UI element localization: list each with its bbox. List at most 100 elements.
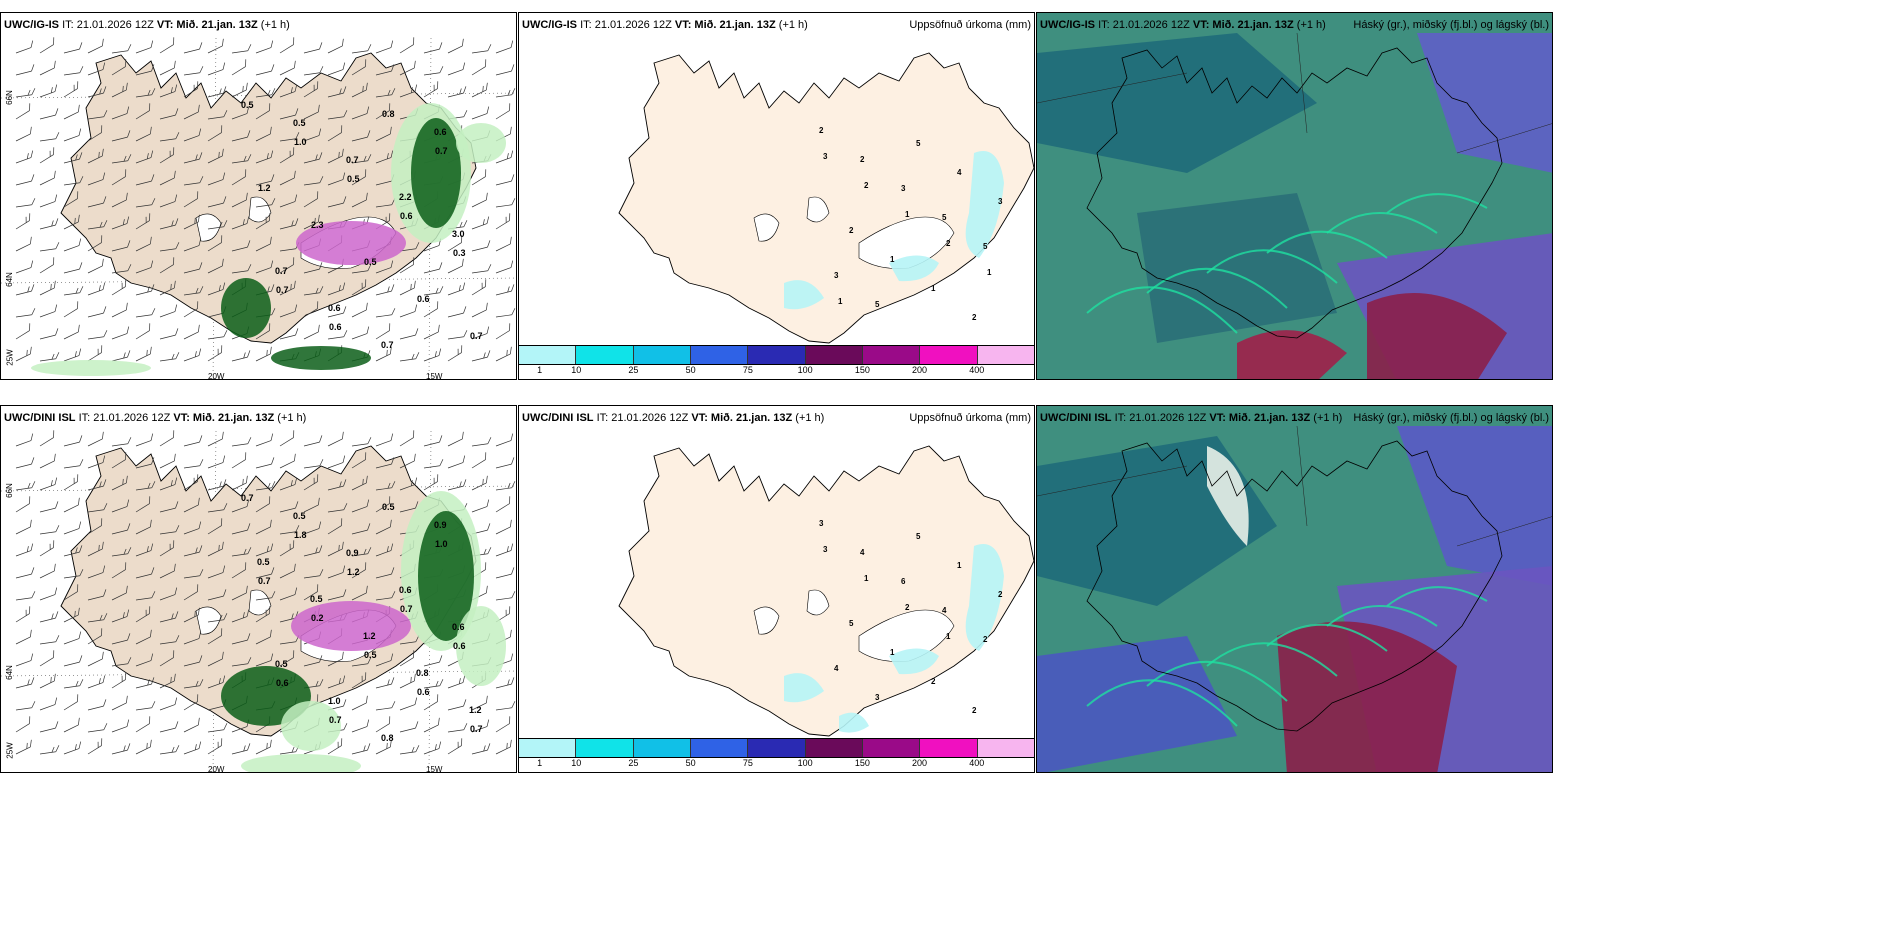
colorbar: 1 10 25 50 75 100 150 200 400 <box>519 345 1034 379</box>
colorbar-swatch <box>977 739 1034 757</box>
precip-value-label: 5 <box>942 213 947 222</box>
precip-value-label: 0.5 <box>293 118 306 128</box>
precip-value-label: 1.2 <box>469 705 482 715</box>
precip-value-label: 1.0 <box>294 137 307 147</box>
wind-panel-bottom: UWC/DINI ISL IT: 21.01.2026 12Z VT: Mið.… <box>0 405 517 773</box>
precip-value-label: 0.8 <box>381 733 394 743</box>
precip-value-label: 0.6 <box>400 211 413 221</box>
precip-value-label: 2 <box>864 181 869 190</box>
lon-label: 15W <box>426 765 443 773</box>
colorbar-swatch <box>519 346 577 364</box>
precip-value-label: 1 <box>864 574 869 583</box>
lon-label: 20W <box>208 372 225 380</box>
precip-value-label: 1 <box>838 297 843 306</box>
precip-value-label: 0.2 <box>311 613 324 623</box>
lon-label: 15W <box>426 372 443 380</box>
colorbar-tick: 10 <box>571 365 582 375</box>
precip-value-label: 5 <box>983 242 988 251</box>
cloud-panel-top: UWC/IG-IS IT: 21.01.2026 12Z VT: Mið. 21… <box>1036 12 1553 380</box>
colorbar-swatch <box>633 739 691 757</box>
precip-value-label: 5 <box>916 532 921 541</box>
colorbar-tick: 100 <box>797 365 813 375</box>
lat-label: 64N <box>4 665 14 680</box>
colorbar-swatch <box>977 346 1034 364</box>
precip-value-label: 0.6 <box>328 303 341 313</box>
precip-value-label: 0.7 <box>258 576 271 586</box>
precip-value-label: 0.5 <box>241 100 254 110</box>
precip-value-label: 0.5 <box>364 257 377 267</box>
precip-value-label: 0.6 <box>276 678 289 688</box>
colorbar-tick: 50 <box>685 365 696 375</box>
precip-value-label: 0.5 <box>310 594 323 604</box>
panel-title: Háský (gr.), miðský (fj.bl.) og lágský (… <box>1353 412 1549 424</box>
precip-value-label: 0.5 <box>364 650 377 660</box>
cloud-map <box>1037 406 1552 772</box>
precip-value-label: 3 <box>819 519 824 528</box>
precip-value-label: 1.2 <box>363 631 376 641</box>
precip-value-label: 0.9 <box>346 548 359 558</box>
precip-value-label: 0.6 <box>399 585 412 595</box>
panel-header: UWC/DINI ISL IT: 21.01.2026 12Z VT: Mið.… <box>4 412 307 424</box>
colorbar-tick: 25 <box>628 758 639 768</box>
precip-value-label: 1.2 <box>347 567 360 577</box>
precip-value-label: 3 <box>823 545 828 554</box>
panel-title: Uppsöfnuð úrkoma (mm) <box>909 19 1031 31</box>
precip-value-label: 2 <box>946 239 951 248</box>
colorbar-swatch <box>576 346 634 364</box>
colorbar-tick: 75 <box>742 758 753 768</box>
precip-panel-bottom: UWC/DINI ISL IT: 21.01.2026 12Z VT: Mið.… <box>518 405 1035 773</box>
precip-value-label: 0.6 <box>417 687 430 697</box>
panel-header: UWC/DINI ISL IT: 21.01.2026 12Z VT: Mið.… <box>1037 406 1552 430</box>
wind-map: 0.7 1.8 1.2 0.7 0.6 0.6 0.7 0.5 1.0 0.7 0.2 0.5 0.6 0… <box>1 430 516 772</box>
precip-value-label: 0.7 <box>435 146 448 156</box>
precip-value-label: 3 <box>875 693 880 702</box>
panel-header: UWC/IG-IS IT: 21.01.2026 12Z VT: Mið. 21… <box>519 13 1034 37</box>
precip-value-label: 0.6 <box>434 127 447 137</box>
precip-value-label: 0.5 <box>275 659 288 669</box>
precip-value-label: 1 <box>931 284 936 293</box>
precip-value-label: 3.0 <box>452 229 465 239</box>
precip-value-label: 1.0 <box>435 539 448 549</box>
precip-value-label: 0.7 <box>381 340 394 350</box>
colorbar-swatch <box>690 739 749 757</box>
cloud-map <box>1037 13 1552 379</box>
lon-label: 20W <box>208 765 225 773</box>
colorbar-swatch <box>862 739 921 757</box>
colorbar-tick: 75 <box>742 365 753 375</box>
precip-value-label: 1.2 <box>258 183 271 193</box>
precip-value-label: 4 <box>834 664 839 673</box>
colorbar-swatch <box>690 346 749 364</box>
precip-value-label: 3 <box>901 184 906 193</box>
precip-value-label: 0.6 <box>417 294 430 304</box>
precip-value-label: 2 <box>983 635 988 644</box>
precip-value-label: 0.5 <box>347 174 360 184</box>
lat-label: 66N <box>4 483 14 498</box>
precip-value-label: 3 <box>998 197 1003 206</box>
precip-value-label: 2 <box>849 226 854 235</box>
colorbar-tick: 25 <box>628 365 639 375</box>
precip-value-label: 2.3 <box>311 220 324 230</box>
precip-value-label: 0.7 <box>329 715 342 725</box>
precip-value-label: 3 <box>834 271 839 280</box>
precip-value-label: 1 <box>987 268 992 277</box>
colorbar-tick: 150 <box>854 758 870 768</box>
precip-value-label: 0.5 <box>382 502 395 512</box>
precip-value-label: 2 <box>972 706 977 715</box>
colorbar: 1 10 25 50 75 100 150 200 400 <box>519 738 1034 772</box>
precip-value-label: 1 <box>946 632 951 641</box>
precip-value-label: 0.7 <box>276 285 289 295</box>
precip-value-label: 0.5 <box>293 511 306 521</box>
colorbar-swatch <box>805 739 863 757</box>
panel-header: UWC/DINI ISL IT: 21.01.2026 12Z VT: Mið.… <box>519 406 1034 430</box>
colorbar-tick: 200 <box>912 758 928 768</box>
wind-map: 0.5 1.0 0.5 0.6 0.3 0.7 0.6 0.8 0.7 1.2 2.3 0.5 0.6 0… <box>1 37 516 379</box>
precip-value-label: 2 <box>998 590 1003 599</box>
colorbar-swatch <box>576 739 634 757</box>
precip-value-label: 6 <box>901 577 906 586</box>
colorbar-tick: 200 <box>912 365 928 375</box>
precip-value-label: 3 <box>823 152 828 161</box>
precip-value-label: 0.7 <box>470 331 483 341</box>
colorbar-swatch <box>862 346 921 364</box>
panel-header: UWC/IG-IS IT: 21.01.2026 12Z VT: Mið. 21… <box>4 19 290 31</box>
precip-value-label: 0.7 <box>241 493 254 503</box>
